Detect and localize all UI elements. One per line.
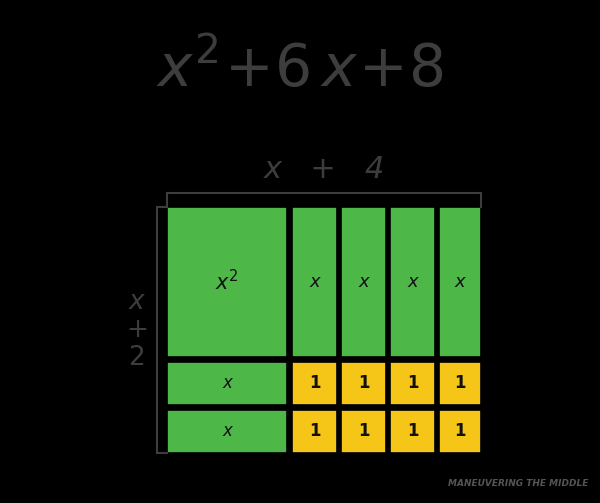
Bar — [439, 410, 481, 453]
Text: 1: 1 — [309, 375, 320, 392]
Bar — [292, 410, 337, 453]
Text: 1: 1 — [358, 375, 369, 392]
Text: 1: 1 — [454, 423, 466, 441]
Bar — [439, 362, 481, 405]
Text: 1: 1 — [358, 423, 369, 441]
Text: $x^2\!+\!6\,x\!+\!8$: $x^2\!+\!6\,x\!+\!8$ — [156, 41, 444, 99]
Bar — [439, 207, 481, 357]
Text: +: + — [126, 317, 148, 343]
Text: x: x — [358, 273, 369, 291]
Text: x: x — [455, 273, 466, 291]
Bar — [390, 410, 435, 453]
Bar — [167, 207, 287, 357]
Bar — [341, 410, 386, 453]
Text: x: x — [309, 273, 320, 291]
Bar — [292, 362, 337, 405]
Bar — [390, 207, 435, 357]
Text: x   +   4: x + 4 — [263, 155, 385, 185]
Bar — [167, 362, 287, 405]
Bar — [390, 362, 435, 405]
Bar — [341, 362, 386, 405]
Text: 1: 1 — [407, 375, 418, 392]
Text: 1: 1 — [454, 375, 466, 392]
Text: 1: 1 — [309, 423, 320, 441]
Text: x: x — [407, 273, 418, 291]
Text: x: x — [222, 375, 232, 392]
Text: 1: 1 — [407, 423, 418, 441]
Bar — [292, 207, 337, 357]
Text: MANEUVERING THE MIDDLE: MANEUVERING THE MIDDLE — [448, 479, 588, 488]
Bar — [341, 207, 386, 357]
Bar — [167, 410, 287, 453]
Text: $x^2$: $x^2$ — [215, 270, 239, 295]
Text: 2: 2 — [128, 345, 145, 371]
Text: x: x — [129, 289, 145, 315]
Text: x: x — [222, 423, 232, 441]
